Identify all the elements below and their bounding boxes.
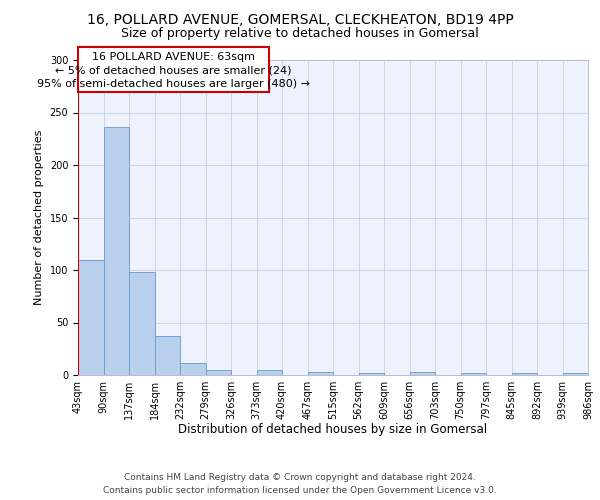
Text: 16 POLLARD AVENUE: 63sqm: 16 POLLARD AVENUE: 63sqm (92, 52, 255, 62)
Bar (409, 372, 435, 375)
Text: Distribution of detached houses by size in Gomersal: Distribution of detached houses by size … (178, 422, 488, 436)
Text: 16, POLLARD AVENUE, GOMERSAL, CLECKHEATON, BD19 4PP: 16, POLLARD AVENUE, GOMERSAL, CLECKHEATO… (86, 12, 514, 26)
Bar (155, 336, 180, 375)
FancyBboxPatch shape (78, 48, 269, 92)
Bar (129, 272, 155, 375)
Text: Contains public sector information licensed under the Open Government Licence v3: Contains public sector information licen… (103, 486, 497, 495)
Text: Contains HM Land Registry data © Crown copyright and database right 2024.: Contains HM Land Registry data © Crown c… (124, 472, 476, 482)
Bar (563, 373, 588, 375)
Bar (78, 260, 104, 375)
Y-axis label: Number of detached properties: Number of detached properties (34, 130, 44, 305)
Text: 95% of semi-detached houses are larger (480) →: 95% of semi-detached houses are larger (… (37, 79, 310, 89)
Bar (257, 370, 282, 375)
Bar (359, 373, 384, 375)
Bar (461, 373, 486, 375)
Text: Size of property relative to detached houses in Gomersal: Size of property relative to detached ho… (121, 28, 479, 40)
Bar (205, 370, 231, 375)
Text: ← 5% of detached houses are smaller (24): ← 5% of detached houses are smaller (24) (55, 65, 292, 75)
Bar (308, 372, 333, 375)
Bar (180, 364, 205, 375)
Bar (104, 127, 129, 375)
Bar (511, 373, 537, 375)
